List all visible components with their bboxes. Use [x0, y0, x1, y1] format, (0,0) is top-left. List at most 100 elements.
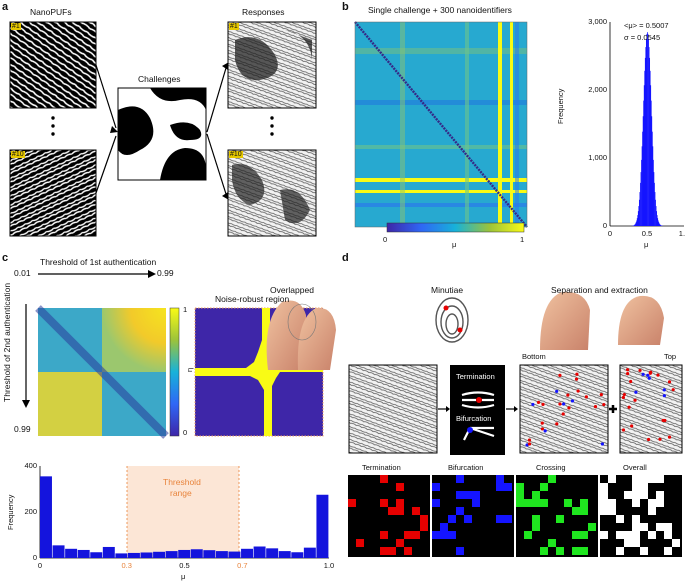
- hist-c-bar: [178, 549, 191, 558]
- hist-b-bar: [651, 131, 653, 226]
- x-arrow-left-label: 0.01: [14, 268, 31, 278]
- map-block: [640, 491, 648, 499]
- map-block: [580, 499, 588, 507]
- map-block: [380, 547, 388, 555]
- map-block: [664, 523, 672, 531]
- bifurcation-label: Bifurcation: [448, 463, 484, 472]
- map-block: [632, 523, 640, 531]
- map-block: [600, 483, 608, 491]
- map-block: [672, 539, 680, 547]
- hist-b-bar: [660, 225, 662, 226]
- map-block: [548, 539, 556, 547]
- x-arrow-right-label: 0.99: [157, 268, 174, 278]
- minutia-dot: [525, 443, 529, 447]
- hist-b-bar: [637, 211, 639, 226]
- heatmap-c-title: Threshold of 1st authentication: [40, 257, 157, 267]
- hist-b-ytick: 0: [602, 221, 607, 230]
- minutia-dot: [561, 412, 565, 416]
- minutia-dot: [558, 373, 562, 377]
- hist-c-bar: [291, 552, 304, 558]
- hist-b-bar: [655, 206, 657, 226]
- colorbar-b-min: 0: [383, 235, 388, 244]
- map-block: [608, 475, 616, 483]
- hist-c-bar: [190, 549, 203, 558]
- hist-c-xtick: 0.3: [121, 561, 132, 570]
- minutia-dot: [641, 372, 645, 376]
- hist-c-bar: [215, 551, 228, 558]
- map-block: [524, 499, 532, 507]
- minutia-dot: [667, 380, 672, 384]
- minutia-dot: [593, 404, 598, 409]
- minutia-dot: [575, 372, 579, 376]
- minutia-dot: [602, 402, 606, 407]
- minutia-dot: [600, 442, 605, 446]
- map-block: [516, 491, 524, 499]
- map-block: [572, 507, 580, 515]
- hist-b-bar: [656, 215, 658, 226]
- colorbar-b: [386, 222, 525, 233]
- minutia-dot: [646, 437, 651, 442]
- hist-c-bar: [140, 552, 153, 558]
- hist-c-bar: [203, 550, 216, 558]
- map-block: [632, 475, 640, 483]
- hist-b-sigma: σ = 0.0545: [624, 33, 661, 42]
- map-block: [380, 531, 388, 539]
- threshold-label-2: range: [170, 488, 192, 498]
- hist-b-bar: [640, 172, 642, 226]
- overall-label: Overall: [623, 463, 647, 472]
- map-block: [472, 491, 480, 499]
- colorbar-c-0: 0: [183, 428, 188, 437]
- hist-b-bar: [638, 206, 640, 226]
- map-block: [648, 531, 656, 539]
- map-block: [632, 515, 640, 523]
- hist-b-bar: [659, 224, 661, 226]
- minutia-dot: [634, 390, 638, 394]
- hist-b-bar: [657, 220, 659, 226]
- minutia-dot: [647, 376, 651, 380]
- map-block: [616, 531, 624, 539]
- hist-b-ytick: 3,000: [588, 17, 607, 26]
- map-block: [472, 499, 480, 507]
- hist-c-xtick: 0: [37, 561, 43, 570]
- crossing-label: Crossing: [536, 463, 566, 472]
- map-block: [348, 499, 356, 507]
- hist-c-bar: [266, 548, 279, 558]
- hist-c-xtick: 0.5: [179, 561, 190, 570]
- hist-c-bar: [303, 547, 316, 558]
- map-block: [600, 507, 608, 515]
- minutia-dot: [621, 428, 626, 432]
- hist-b-bar: [658, 222, 660, 226]
- minutia-dot: [566, 393, 570, 397]
- map-block: [608, 507, 616, 515]
- hist-c-ylabel: Frequency: [6, 494, 15, 530]
- hist-b-bar: [653, 172, 655, 226]
- bottom-label: Bottom: [522, 352, 546, 361]
- hist-c-bar: [52, 545, 65, 558]
- minutia-dot: [658, 437, 662, 441]
- map-block: [664, 547, 672, 555]
- map-block: [588, 523, 596, 531]
- similarity-matrix: [354, 21, 528, 228]
- map-block: [648, 475, 656, 483]
- hist-b-bar: [652, 159, 654, 226]
- map-block: [624, 539, 632, 547]
- hist-b-bar: [643, 100, 645, 226]
- hist-b-bar: [649, 57, 651, 226]
- map-block: [496, 475, 504, 483]
- minutia-dot: [630, 424, 634, 428]
- hist-c-bar: [153, 551, 166, 558]
- authentication-heatmap: [35, 305, 169, 439]
- minutia-dot: [622, 392, 626, 397]
- map-block: [524, 531, 532, 539]
- panel-label-d: d: [342, 252, 349, 264]
- hist-b-bar: [634, 224, 635, 226]
- hist-b-bar: [651, 116, 653, 226]
- minutia-dot: [638, 368, 642, 373]
- hist-b-bar: [647, 32, 648, 227]
- hist-b-bar: [643, 85, 645, 227]
- hist-c-bar: [65, 548, 78, 558]
- minutia-dot: [627, 405, 631, 409]
- map-block: [600, 499, 608, 507]
- map-block: [380, 499, 388, 507]
- minutia-dot: [667, 435, 672, 439]
